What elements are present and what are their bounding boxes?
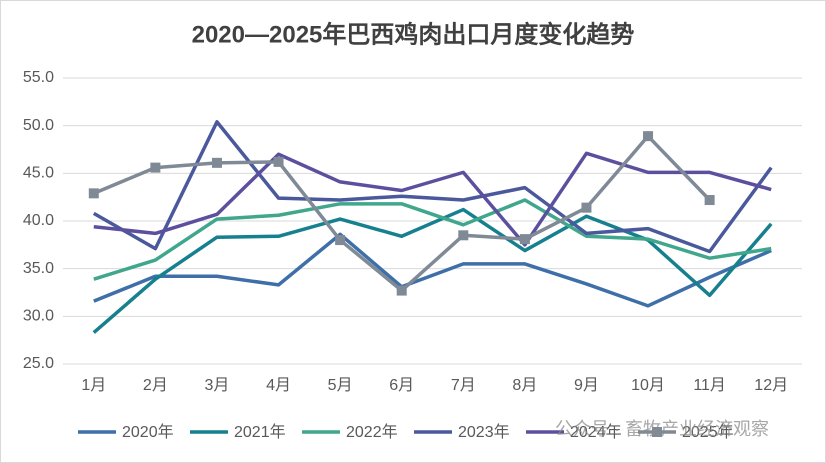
y-tick-label: 35.0 bbox=[23, 260, 54, 277]
point-marker bbox=[150, 162, 161, 173]
point-marker bbox=[704, 195, 715, 206]
legend-marker bbox=[652, 427, 662, 437]
point-marker bbox=[581, 202, 592, 213]
point-marker bbox=[211, 157, 222, 168]
x-tick-label: 2月 bbox=[143, 377, 168, 394]
x-tick-label: 8月 bbox=[512, 377, 537, 394]
point-marker bbox=[335, 235, 346, 246]
legend-label: 2023年 bbox=[458, 423, 510, 441]
series-line bbox=[93, 232, 772, 308]
x-tick-label: 3月 bbox=[205, 377, 230, 394]
x-tick-label: 12月 bbox=[754, 377, 788, 394]
legend-label: 2022年 bbox=[346, 423, 398, 441]
x-tick-label: 7月 bbox=[451, 377, 476, 394]
point-marker bbox=[273, 156, 284, 167]
y-tick-label: 45.0 bbox=[23, 165, 54, 182]
x-tick-label: 9月 bbox=[574, 377, 599, 394]
series-line bbox=[93, 198, 772, 281]
x-tick-label: 11月 bbox=[693, 377, 726, 394]
point-marker bbox=[88, 188, 99, 199]
point-marker bbox=[458, 230, 469, 241]
y-tick-label: 40.0 bbox=[23, 212, 54, 229]
chart-title: 2020—2025年巴西鸡肉出口月度变化趋势 bbox=[192, 20, 635, 48]
x-tick-label: 1月 bbox=[81, 377, 106, 394]
series-line bbox=[93, 151, 772, 247]
legend-label: 2020年 bbox=[122, 423, 174, 441]
y-tick-label: 30.0 bbox=[23, 308, 54, 325]
y-tick-label: 50.0 bbox=[23, 117, 54, 134]
legend-label: 2024年 bbox=[570, 423, 622, 441]
series-line bbox=[92, 207, 773, 334]
point-marker bbox=[519, 234, 530, 245]
x-tick-label: 4月 bbox=[266, 377, 291, 394]
legend-label: 2021年 bbox=[234, 423, 286, 441]
point-marker bbox=[643, 131, 654, 142]
x-tick-label: 10月 bbox=[631, 377, 665, 394]
legend-label: 2025年 bbox=[682, 423, 734, 441]
y-tick-label: 55.0 bbox=[23, 69, 54, 86]
series-line bbox=[92, 120, 773, 254]
x-tick-label: 5月 bbox=[328, 377, 353, 394]
watermark: 公众号 · 畜牧产业经济观察 bbox=[555, 419, 769, 439]
x-tick-label: 6月 bbox=[389, 377, 414, 394]
y-tick-label: 25.0 bbox=[23, 355, 54, 372]
point-marker bbox=[396, 285, 407, 296]
